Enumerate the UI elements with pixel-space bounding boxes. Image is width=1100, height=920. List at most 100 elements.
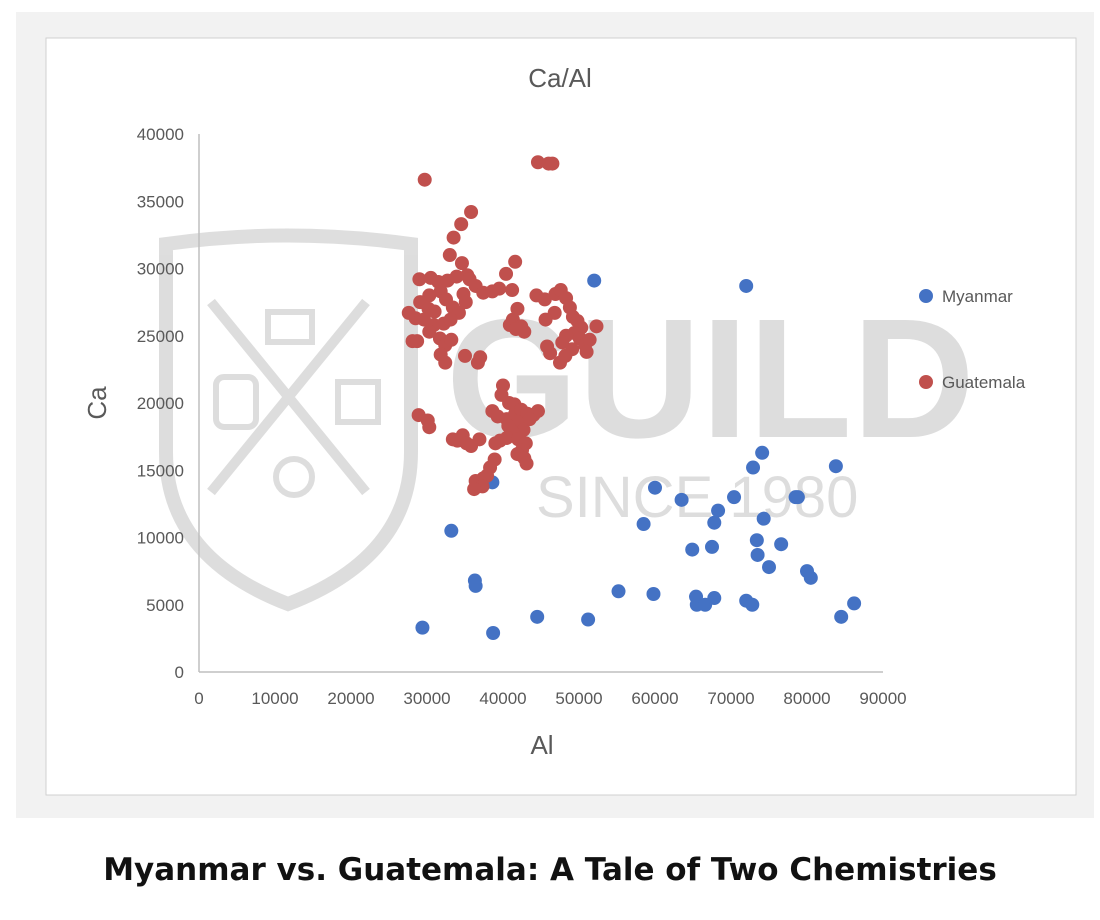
guatemala-point bbox=[458, 295, 473, 310]
x-tick-label: 0 bbox=[194, 689, 203, 708]
guatemala-point bbox=[401, 305, 416, 320]
guatemala-point bbox=[555, 335, 570, 350]
x-tick-label: 60000 bbox=[631, 689, 678, 708]
x-tick-label: 40000 bbox=[479, 689, 526, 708]
myanmar-point bbox=[803, 570, 818, 585]
guatemala-point bbox=[458, 348, 472, 363]
guatemala-point bbox=[427, 304, 442, 319]
scatter-chart: GUILD SINCE 1980 Ca/Al Ca Al 0 10000 20000… bbox=[45, 37, 1077, 796]
x-tick-label: 80000 bbox=[783, 689, 830, 708]
myanmar-point bbox=[739, 278, 754, 293]
myanmar-point bbox=[646, 586, 661, 601]
y-tick-label: 15000 bbox=[137, 461, 184, 480]
myanmar-point bbox=[756, 511, 771, 526]
guatemala-point bbox=[449, 269, 464, 284]
legend-label-guatemala: Guatemala bbox=[942, 373, 1026, 392]
x-tick-label: 90000 bbox=[859, 689, 906, 708]
y-tick-label: 10000 bbox=[137, 529, 184, 548]
guatemala-point bbox=[540, 339, 555, 354]
guatemala-point bbox=[464, 205, 479, 220]
guatemala-point bbox=[442, 248, 457, 263]
guatemala-point bbox=[499, 266, 514, 281]
myanmar-point bbox=[648, 480, 662, 495]
myanmar-point bbox=[707, 515, 722, 530]
guatemala-point bbox=[519, 456, 534, 471]
guatemala-point bbox=[446, 230, 461, 245]
guatemala-point bbox=[467, 482, 482, 497]
y-tick-label: 0 bbox=[175, 663, 184, 682]
myanmar-point bbox=[790, 490, 805, 505]
myanmar-point bbox=[581, 612, 596, 627]
y-tick-label: 20000 bbox=[137, 394, 184, 413]
myanmar-point bbox=[749, 533, 764, 548]
guatemala-point bbox=[412, 272, 427, 287]
guatemala-point bbox=[488, 436, 503, 451]
guatemala-point bbox=[508, 254, 523, 269]
watermark-text: GUILD bbox=[446, 284, 975, 474]
y-tick-label: 40000 bbox=[137, 125, 184, 144]
myanmar-point bbox=[746, 460, 761, 475]
myanmar-point bbox=[636, 517, 651, 532]
x-tick-label: 20000 bbox=[327, 689, 374, 708]
guatemala-point bbox=[579, 344, 594, 359]
myanmar-point bbox=[415, 620, 430, 635]
myanmar-point bbox=[611, 584, 626, 599]
x-tick-label: 10000 bbox=[251, 689, 298, 708]
legend-label-myanmar: Myanmar bbox=[942, 287, 1013, 306]
guatemala-point bbox=[545, 156, 560, 171]
guatemala-point bbox=[505, 283, 520, 298]
guatemala-point bbox=[443, 312, 458, 327]
myanmar-point bbox=[727, 490, 742, 505]
guatemala-point bbox=[454, 256, 469, 271]
y-tick-label: 30000 bbox=[137, 260, 184, 279]
myanmar-point bbox=[444, 523, 459, 538]
guatemala-point bbox=[582, 332, 597, 347]
guatemala-point bbox=[410, 334, 425, 349]
guatemala-point bbox=[492, 281, 507, 296]
myanmar-point bbox=[774, 537, 789, 552]
x-tick-label: 70000 bbox=[707, 689, 754, 708]
myanmar-point bbox=[711, 503, 726, 518]
guatemala-point bbox=[508, 322, 523, 337]
y-axis-label: Ca bbox=[82, 386, 112, 420]
myanmar-point bbox=[674, 492, 689, 507]
myanmar-point bbox=[847, 596, 862, 611]
x-axis-label: Al bbox=[530, 730, 553, 760]
myanmar-point bbox=[705, 539, 719, 554]
myanmar-point bbox=[530, 609, 545, 624]
guatemala-point bbox=[530, 155, 545, 170]
guatemala-point bbox=[537, 292, 552, 307]
legend-marker-guatemala bbox=[919, 375, 933, 389]
guatemala-point bbox=[470, 355, 485, 370]
guatemala-point bbox=[538, 312, 553, 327]
myanmar-point bbox=[745, 597, 760, 612]
x-tick-label: 50000 bbox=[555, 689, 602, 708]
watermark: GUILD SINCE 1980 bbox=[159, 228, 975, 612]
myanmar-point bbox=[707, 591, 722, 606]
y-tick-label: 5000 bbox=[146, 596, 184, 615]
guatemala-point bbox=[589, 319, 604, 334]
chart-area bbox=[45, 37, 1077, 796]
guatemala-point bbox=[499, 430, 514, 445]
guatemala-point bbox=[553, 355, 567, 370]
myanmar-point bbox=[685, 542, 700, 557]
y-tick-label: 35000 bbox=[137, 192, 184, 211]
guatemala-point bbox=[422, 420, 437, 435]
chart-title: Ca/Al bbox=[528, 63, 592, 93]
chart-frame: GUILD SINCE 1980 Ca/Al Ca Al 0 10000 20000… bbox=[16, 12, 1094, 818]
myanmar-point bbox=[762, 560, 776, 575]
y-tick-label: 25000 bbox=[137, 327, 184, 346]
guatemala-point bbox=[444, 332, 459, 347]
watermark-subtext: SINCE 1980 bbox=[536, 465, 858, 530]
guatemala-point bbox=[454, 217, 469, 232]
guatemala-point bbox=[522, 412, 537, 427]
figure-caption: Myanmar vs. Guatemala: A Tale of Two Che… bbox=[103, 852, 997, 888]
guatemala-point bbox=[422, 324, 437, 339]
myanmar-point bbox=[750, 547, 765, 562]
myanmar-point bbox=[834, 609, 849, 624]
myanmar-point bbox=[828, 459, 843, 474]
myanmar-point bbox=[468, 578, 483, 593]
guild-shield-logo bbox=[159, 228, 418, 612]
myanmar-point bbox=[755, 445, 770, 460]
guatemala-point bbox=[510, 301, 525, 316]
